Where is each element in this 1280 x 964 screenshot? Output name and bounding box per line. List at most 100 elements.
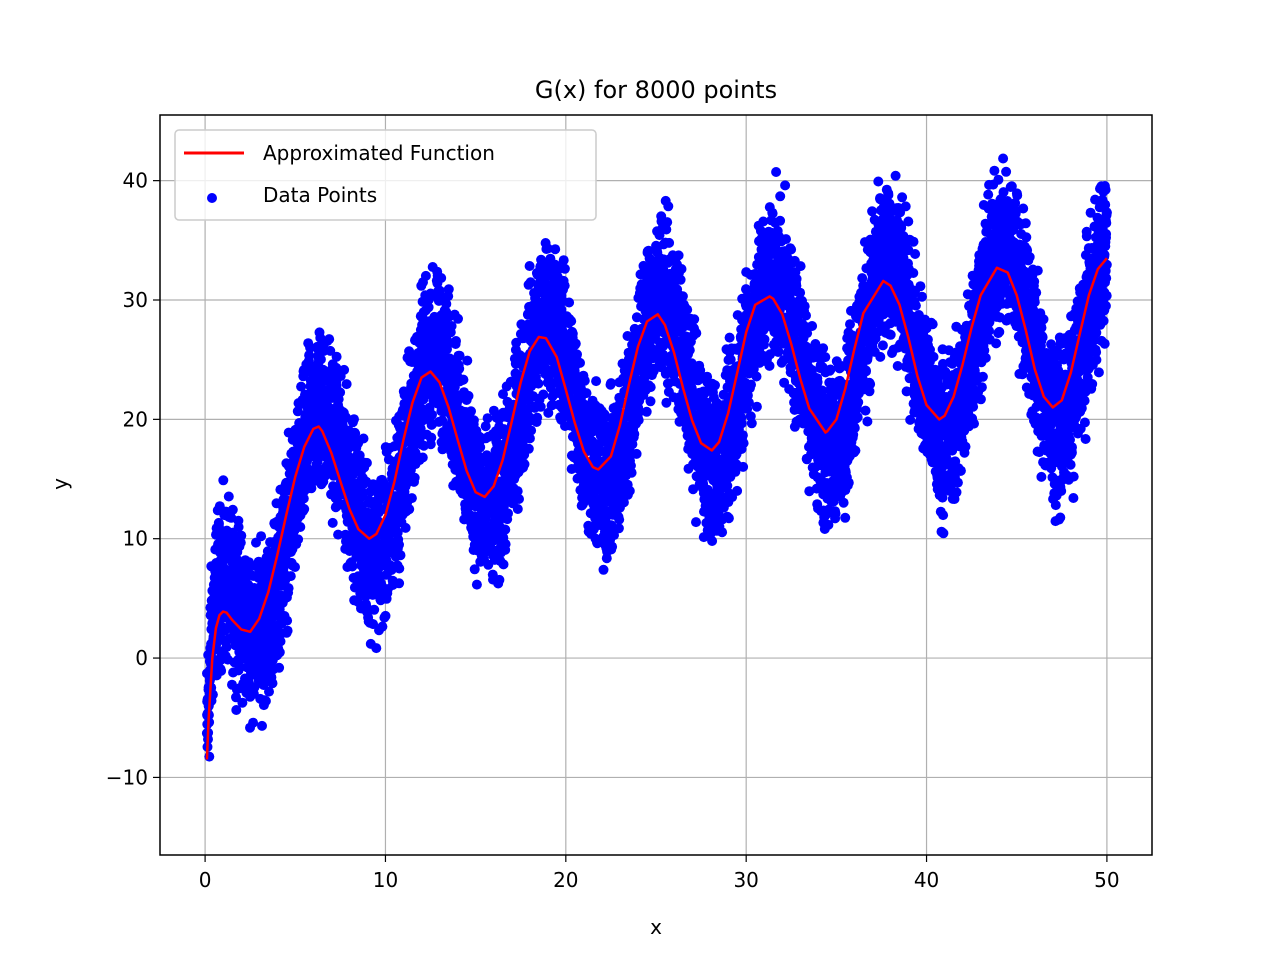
data-point — [513, 504, 523, 514]
data-point — [591, 376, 601, 386]
data-point — [674, 250, 684, 260]
data-point — [216, 666, 226, 676]
data-point — [396, 550, 406, 560]
data-point — [520, 459, 530, 469]
data-point — [349, 414, 359, 424]
data-point — [224, 492, 234, 502]
data-point — [689, 314, 699, 324]
data-point — [335, 387, 345, 397]
data-point — [444, 284, 454, 294]
data-point — [677, 264, 687, 274]
data-point — [524, 444, 534, 454]
data-point — [676, 275, 686, 285]
data-point — [752, 402, 762, 412]
data-point — [737, 418, 747, 428]
data-point — [228, 505, 238, 515]
data-point — [571, 339, 581, 349]
data-point — [568, 329, 578, 339]
data-point — [458, 375, 468, 385]
data-point — [369, 605, 379, 615]
data-point — [283, 626, 293, 636]
data-point — [560, 281, 570, 291]
data-point — [339, 365, 349, 375]
data-point — [500, 525, 510, 535]
data-point — [421, 271, 431, 281]
data-point — [286, 571, 296, 581]
data-point — [566, 316, 576, 326]
data-point — [436, 273, 446, 283]
data-point — [560, 264, 570, 274]
data-point — [760, 334, 770, 344]
data-point — [614, 523, 624, 533]
data-point — [466, 406, 476, 416]
data-point — [257, 721, 267, 731]
data-point — [525, 261, 535, 271]
data-point — [614, 515, 624, 525]
data-point — [503, 508, 513, 518]
data-point — [580, 376, 590, 386]
data-point — [275, 647, 285, 657]
data-point — [290, 562, 300, 572]
data-point — [738, 462, 748, 472]
data-point — [533, 379, 543, 389]
data-point — [248, 718, 258, 728]
data-point — [685, 345, 695, 355]
data-point — [299, 504, 309, 514]
data-point — [642, 407, 652, 417]
data-point — [550, 244, 560, 254]
data-point — [599, 565, 609, 575]
data-point — [453, 314, 463, 324]
data-point — [662, 217, 672, 227]
data-point — [707, 536, 717, 546]
data-point — [401, 523, 411, 533]
data-point — [663, 201, 673, 211]
data-point — [691, 517, 701, 527]
data-point — [564, 298, 574, 308]
data-point — [328, 518, 338, 528]
data-point — [725, 333, 735, 343]
data-point — [632, 449, 642, 459]
data-point — [646, 396, 656, 406]
data-point — [377, 622, 387, 632]
data-point — [538, 390, 548, 400]
data-point — [472, 580, 482, 590]
data-point — [218, 475, 228, 485]
data-point — [324, 334, 334, 344]
data-point — [691, 328, 701, 338]
data-point — [747, 418, 757, 428]
data-point — [501, 539, 511, 549]
data-point — [746, 380, 756, 390]
data-point — [381, 611, 391, 621]
data-point — [407, 493, 417, 503]
data-point — [559, 255, 569, 265]
data-point — [752, 372, 762, 382]
data-point — [293, 534, 303, 544]
data-point — [394, 564, 404, 574]
data-point — [625, 486, 635, 496]
data-point — [475, 442, 485, 452]
data-point — [499, 559, 509, 569]
data-point — [274, 663, 284, 673]
data-point — [532, 413, 542, 423]
data-point — [234, 522, 244, 532]
data-point — [295, 522, 305, 532]
data-point — [572, 349, 582, 359]
data-point — [494, 575, 504, 585]
data-point — [739, 438, 749, 448]
data-point — [627, 468, 637, 478]
data-point — [359, 434, 369, 444]
data-point — [347, 562, 357, 572]
data-point — [451, 336, 461, 346]
data-point — [394, 578, 404, 588]
data-point — [710, 380, 720, 390]
data-point — [724, 513, 734, 523]
data-point — [607, 542, 617, 552]
data-point — [462, 356, 472, 366]
data-point — [464, 391, 474, 401]
data-point — [664, 238, 674, 248]
data-point — [371, 643, 381, 653]
data-point — [717, 527, 727, 537]
data-point — [454, 364, 464, 374]
